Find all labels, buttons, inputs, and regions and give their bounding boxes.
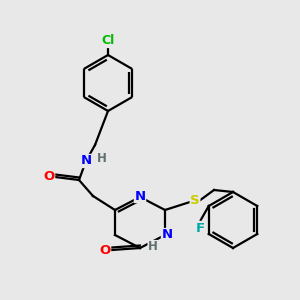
- Text: O: O: [44, 170, 55, 184]
- Text: H: H: [148, 241, 158, 254]
- Text: N: N: [134, 190, 146, 202]
- Text: N: N: [80, 154, 92, 167]
- Text: S: S: [190, 194, 200, 208]
- Text: O: O: [99, 244, 111, 256]
- Text: F: F: [196, 221, 205, 235]
- Text: Cl: Cl: [101, 34, 115, 47]
- Text: N: N: [161, 229, 172, 242]
- Text: H: H: [97, 152, 107, 164]
